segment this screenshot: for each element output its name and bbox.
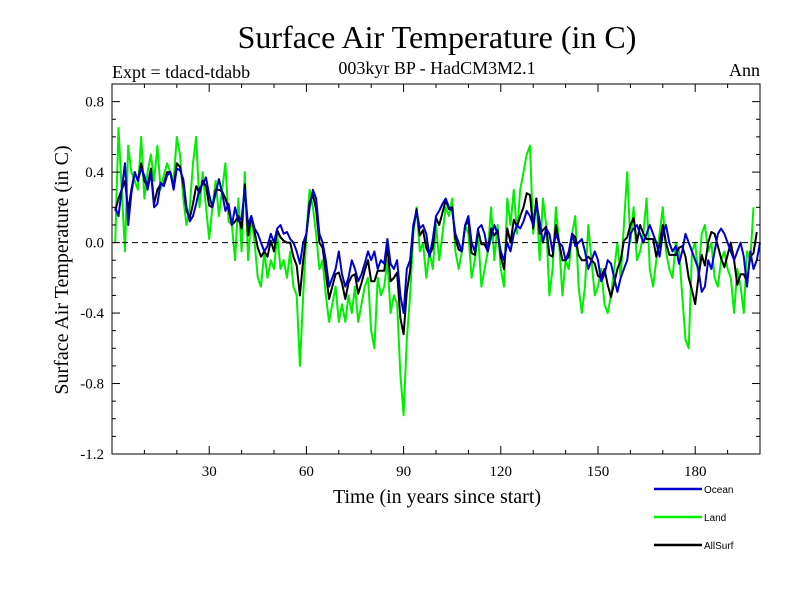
axis-tick-labels: 30 60 90 120 150 180 0.8 0.4 0.0 -0.4 -0.8 -1.2 [80,95,706,480]
series-line-land [114,127,755,417]
y-tick-label: 0.0 [85,236,104,252]
y-tick-label: -0.4 [80,306,104,322]
plot-frame [111,83,761,455]
x-axis-label: Time (in years since start) [333,486,541,508]
experiment-label: Expt = tdacd-tdabb [112,62,250,82]
y-tick-label: -0.8 [80,377,104,393]
y-tick-label: -1.2 [80,447,104,463]
season-label: Ann [729,60,760,80]
plot-series [114,127,761,417]
legend-label-land: Land [704,513,726,524]
legend-label-allsurf: AllSurf [704,541,734,552]
chart-title: Surface Air Temperature (in C) [238,19,637,55]
legend-label-ocean: Ocean [704,485,733,496]
legend: Ocean Land AllSurf [654,485,734,552]
series-line-ocean [114,162,761,314]
x-tick-label: 90 [396,464,411,480]
x-tick-label: 120 [490,464,513,480]
chart-subtitle: 003kyr BP - HadCM3M2.1 [338,58,535,78]
x-tick-label: 60 [299,464,314,480]
x-tick-label: 150 [587,464,610,480]
axis-ticks [112,84,760,455]
y-axis-label: Surface Air Temperature (in C) [51,145,73,394]
y-tick-label: 0.4 [85,165,104,181]
x-tick-label: 30 [202,464,217,480]
y-tick-label: 0.8 [85,95,104,111]
x-tick-label: 180 [684,464,707,480]
